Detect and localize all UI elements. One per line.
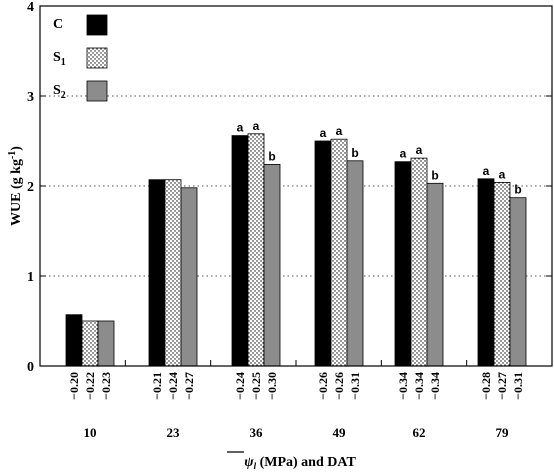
psi-value-label: −0.21 (150, 372, 164, 400)
x-tick-label: 10 (84, 425, 97, 440)
significance-letter: a (253, 119, 260, 133)
legend-swatch (86, 47, 108, 69)
legend-label: S2 (53, 83, 66, 101)
y-axis-label: WUE (g kg-1) (7, 146, 24, 226)
y-tick-label: 1 (27, 270, 34, 285)
x-tick-label: 62 (413, 425, 426, 440)
psi-value-label: −0.27 (495, 372, 509, 400)
significance-letter: a (499, 167, 506, 181)
bar (410, 157, 428, 367)
psi-value-label: −0.34 (412, 372, 426, 400)
bar (180, 187, 198, 367)
psi-value-label: −0.24 (233, 372, 247, 400)
psi-value-label: −0.30 (265, 372, 279, 400)
psi-value-label: −0.27 (182, 372, 196, 400)
bar (164, 179, 182, 367)
significance-letter: a (336, 124, 343, 138)
bar (97, 320, 115, 367)
x-axis-label: ψl (MPa) and DAT (244, 455, 356, 471)
psi-value-label: −0.26 (332, 372, 346, 400)
bar (65, 314, 83, 367)
legend-swatch (86, 80, 108, 102)
significance-letter: b (431, 168, 438, 182)
psi-value-label: −0.20 (67, 372, 81, 400)
significance-letter: a (237, 121, 244, 135)
bar (493, 181, 511, 367)
psi-value-label: −0.34 (396, 372, 410, 400)
significance-letter: a (416, 143, 423, 157)
x-tick-label: 23 (167, 425, 181, 440)
bar (81, 320, 99, 367)
psi-value-label: −0.31 (348, 372, 362, 400)
significance-letter: b (351, 146, 358, 160)
psi-value-label: −0.25 (249, 372, 263, 400)
bar (477, 178, 495, 367)
psi-value-label: −0.24 (166, 372, 180, 400)
significance-letter: a (400, 147, 407, 161)
significance-letter: b (268, 149, 275, 163)
psi-value-label: −0.26 (316, 372, 330, 400)
bar (330, 138, 348, 367)
y-tick-label: 3 (27, 90, 34, 105)
significance-letter: a (320, 126, 327, 140)
x-tick-label: 49 (333, 425, 347, 440)
x-tick-label: 79 (496, 425, 510, 440)
psi-value-label: −0.31 (511, 372, 525, 400)
x-tick-label: 36 (250, 425, 264, 440)
bar (426, 182, 444, 367)
significance-letter: a (483, 164, 490, 178)
significance-letter: b (514, 183, 521, 197)
bar (263, 163, 281, 367)
bar (346, 160, 364, 367)
legend-swatch (86, 14, 108, 36)
bar (247, 133, 265, 367)
legend-label: C (53, 17, 63, 32)
y-tick-label: 2 (27, 180, 34, 195)
psi-value-label: −0.22 (83, 372, 97, 400)
legend-label: S1 (53, 50, 66, 68)
psi-value-label: −0.23 (99, 372, 113, 400)
psi-value-label: −0.34 (428, 372, 442, 400)
y-tick-label: 4 (27, 0, 34, 15)
y-tick-label: 0 (27, 360, 34, 375)
bar (314, 140, 332, 367)
bar (509, 197, 527, 367)
psi-value-label: −0.28 (479, 372, 493, 400)
bar (231, 135, 249, 367)
bar (148, 179, 166, 367)
bar (394, 161, 412, 367)
